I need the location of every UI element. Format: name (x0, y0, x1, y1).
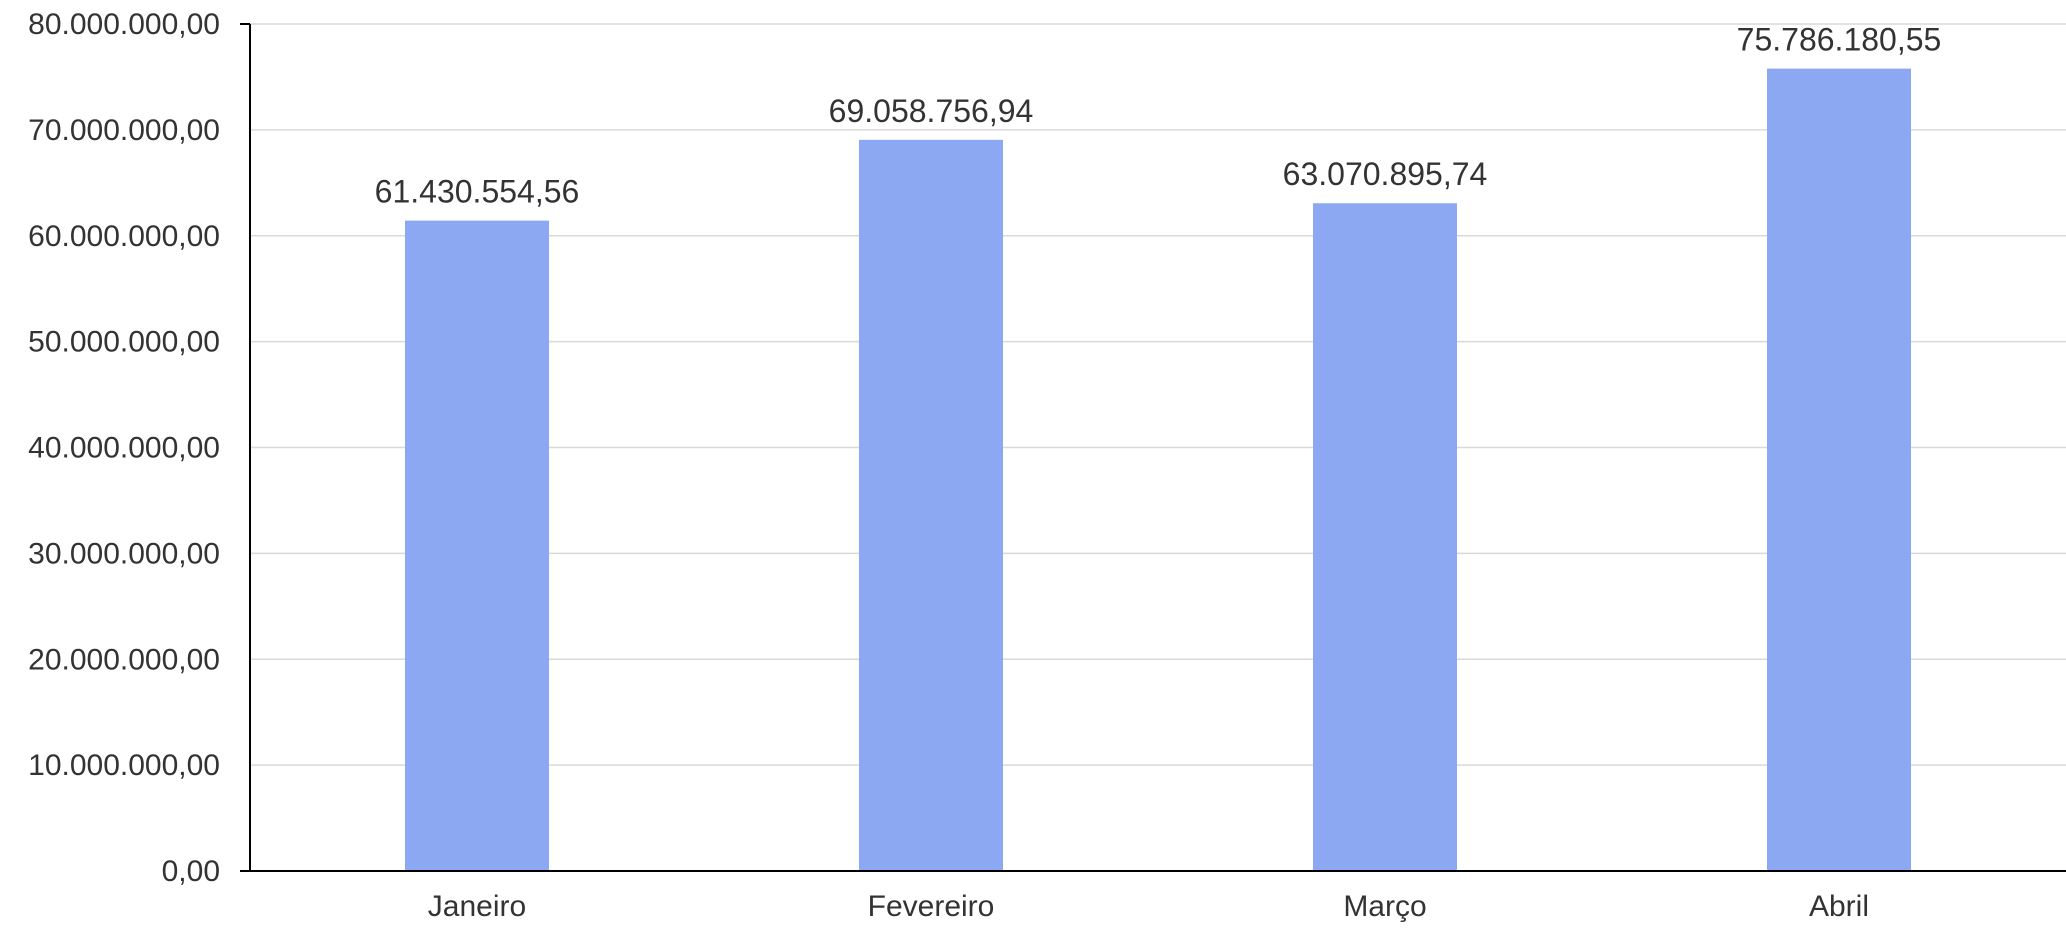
x-tick-label: Fevereiro (868, 890, 995, 923)
y-tick-label: 0,00 (162, 855, 220, 888)
y-tick-label: 60.000.000,00 (28, 220, 220, 253)
bar-fevereiro[interactable] (859, 139, 1003, 872)
bar-value-label: 75.786.180,55 (1737, 22, 1942, 58)
bar-value-label: 63.070.895,74 (1283, 156, 1488, 192)
x-tick-label: Janeiro (428, 890, 526, 923)
bar-janeiro[interactable] (405, 220, 549, 871)
bars (405, 68, 1911, 872)
x-axis-ticks: Janeiro Fevereiro Março Abril (428, 890, 1869, 923)
gridlines (250, 23, 2066, 766)
bar-value-label: 69.058.756,94 (829, 93, 1034, 129)
bar-abril[interactable] (1767, 68, 1911, 871)
y-tick-label: 80.000.000,00 (28, 8, 220, 41)
x-tick-label: Março (1343, 890, 1426, 923)
y-tick-label: 20.000.000,00 (28, 643, 220, 676)
y-tick-label: 10.000.000,00 (28, 749, 220, 782)
x-tick-label: Abril (1809, 890, 1869, 923)
y-axis-ticks: 0,00 10.000.000,00 20.000.000,00 30.000.000… (28, 8, 220, 888)
axes (240, 23, 2066, 872)
y-tick-label: 30.000.000,00 (28, 537, 220, 570)
y-tick-label: 70.000.000,00 (28, 114, 220, 147)
data-labels: 61.430.554,56 69.058.756,94 63.070.895,74 7… (375, 22, 1942, 210)
bar-mar-o[interactable] (1313, 203, 1457, 872)
y-tick-label: 50.000.000,00 (28, 326, 220, 359)
bar-value-label: 61.430.554,56 (375, 174, 580, 210)
y-tick-label: 40.000.000,00 (28, 432, 220, 465)
